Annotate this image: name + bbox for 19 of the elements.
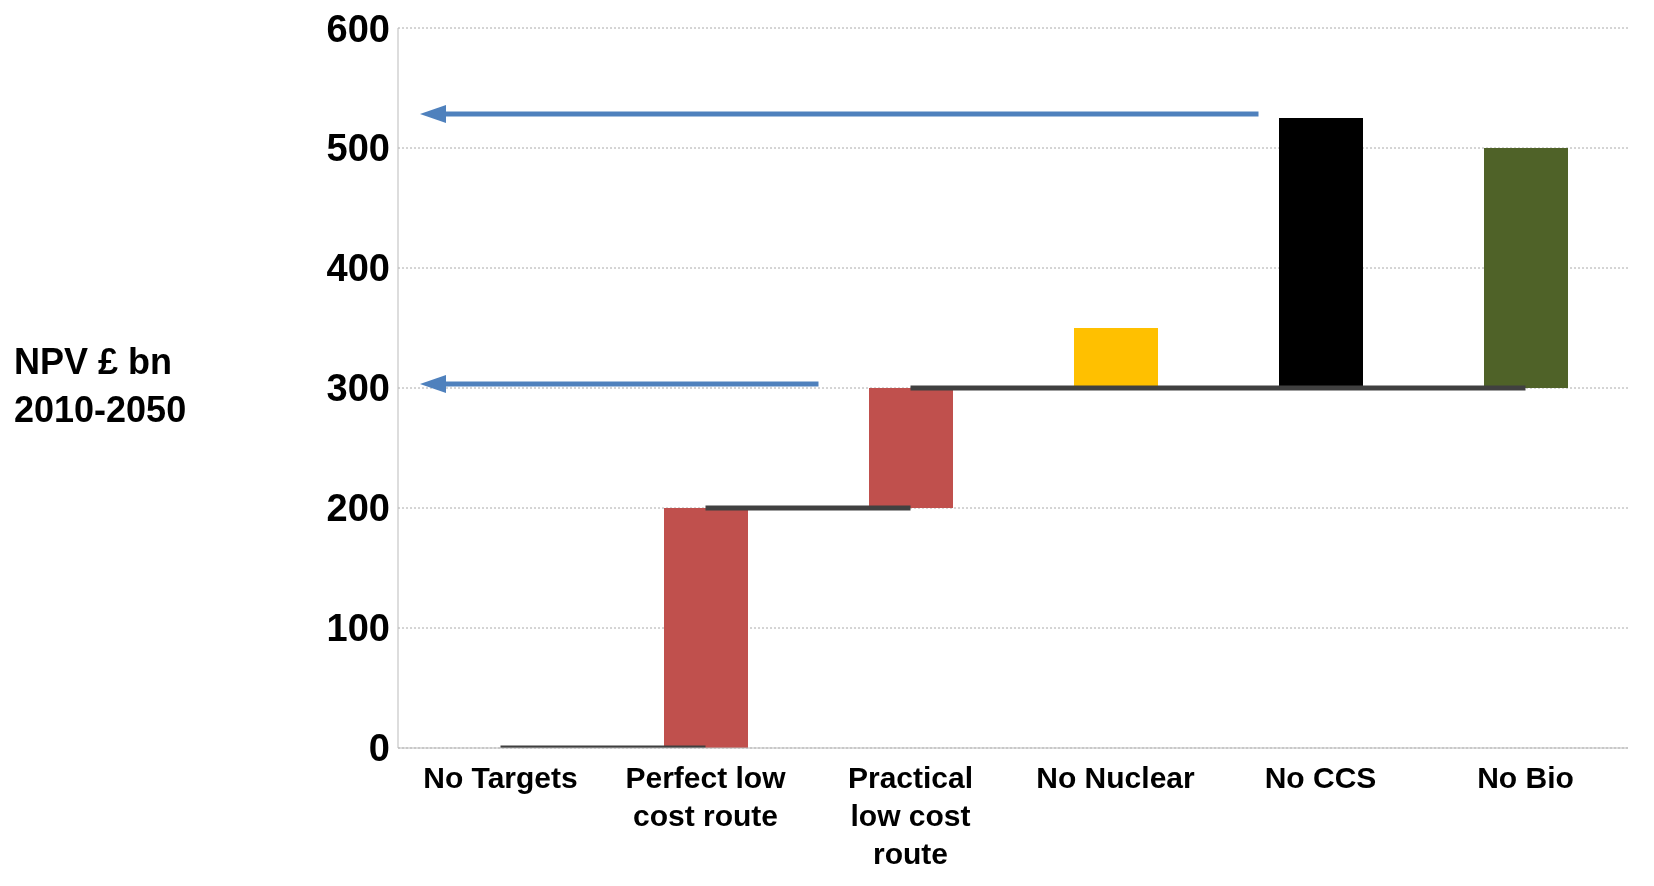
y-tick-label: 300 [326, 367, 390, 410]
bar [1279, 118, 1363, 388]
x-tick-label: No Nuclear [1036, 761, 1196, 794]
y-tick-label: 200 [326, 487, 390, 530]
bar [664, 508, 748, 748]
x-tick-label: No Targets [423, 761, 578, 794]
bar [1484, 148, 1568, 388]
x-tick-label: No CCS [1264, 761, 1377, 794]
y-axis-title: NPV £ bn 2010-2050 [14, 340, 188, 432]
y-tick-label: 500 [326, 127, 390, 170]
y-tick-label: 400 [326, 247, 390, 290]
x-tick-label: No Bio [1477, 761, 1574, 794]
bar [869, 388, 953, 508]
x-tick-label: Perfect low cost route [625, 761, 787, 832]
y-tick-label: 600 [326, 7, 390, 50]
bar [1074, 328, 1158, 388]
y-tick-label: 100 [326, 607, 390, 650]
x-tick-label: Practical low cost route [847, 761, 974, 870]
y-tick-label: 0 [368, 727, 390, 770]
